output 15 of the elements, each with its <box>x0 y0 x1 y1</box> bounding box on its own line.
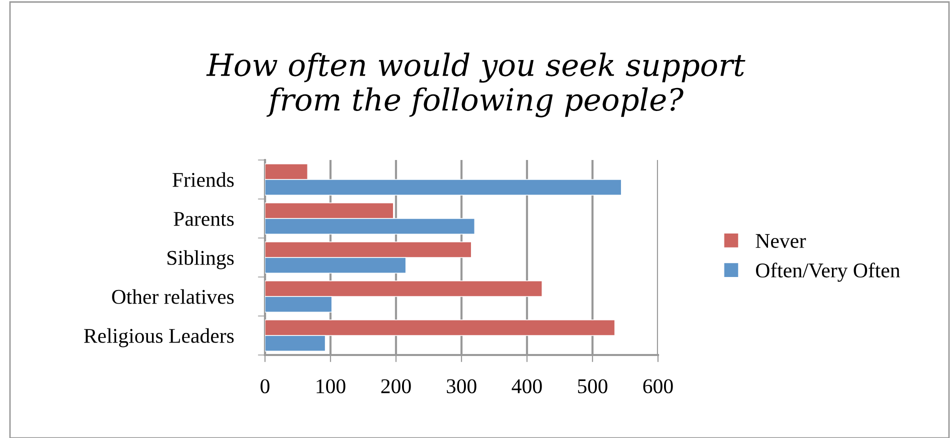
y-tick-label: Other relatives <box>112 289 234 304</box>
x-tick-label: 300 <box>446 379 476 394</box>
y-tick-label: Friends <box>172 172 234 187</box>
legend-label: Often/Very Often <box>756 262 900 282</box>
x-tick-label: 500 <box>578 379 608 394</box>
y-tick-label: Parents <box>174 212 234 226</box>
x-tick-label: 100 <box>316 379 346 394</box>
x-tick-label: 400 <box>512 379 542 394</box>
y-tick-label: Siblings <box>168 250 234 270</box>
x-tick-label: 200 <box>381 379 411 394</box>
legend-label: Never <box>756 234 806 248</box>
x-tick-label: 600 <box>643 379 673 394</box>
chart-title: How often would you seek support from the following people? <box>206 52 746 118</box>
y-tick-label: Religious Leaders <box>84 328 234 348</box>
x-tick-label: 0 <box>260 379 270 394</box>
